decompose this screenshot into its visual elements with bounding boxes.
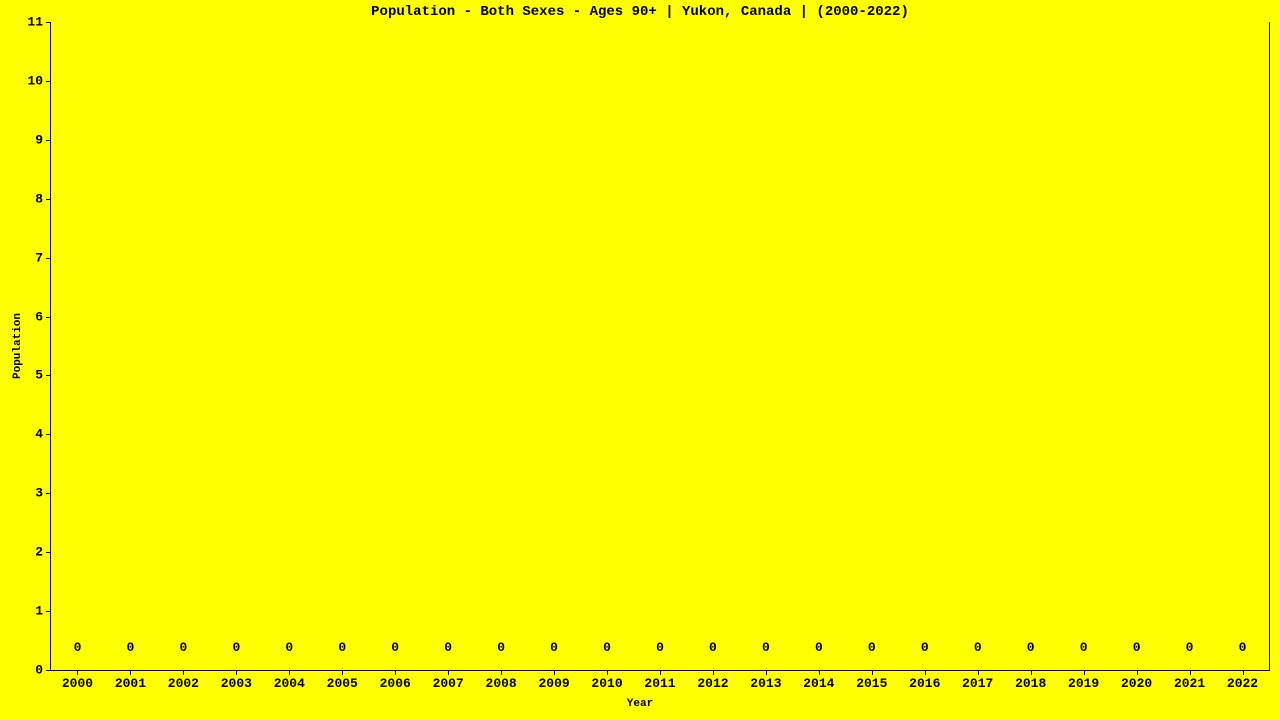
y-tick-label: 7 — [35, 250, 43, 265]
x-tick-mark — [236, 670, 237, 675]
y-tick-label: 6 — [35, 309, 43, 324]
x-tick-label: 2005 — [327, 676, 358, 691]
x-tick-mark — [395, 670, 396, 675]
x-tick-mark — [554, 670, 555, 675]
y-tick-mark — [46, 140, 51, 141]
y-tick-mark — [46, 552, 51, 553]
data-label: 0 — [656, 640, 664, 655]
data-label: 0 — [550, 640, 558, 655]
data-label: 0 — [921, 640, 929, 655]
x-tick-mark — [77, 670, 78, 675]
x-tick-label: 2012 — [697, 676, 728, 691]
data-label: 0 — [815, 640, 823, 655]
data-label: 0 — [391, 640, 399, 655]
data-label: 0 — [762, 640, 770, 655]
x-axis-label: Year — [627, 698, 653, 710]
x-tick-label: 2015 — [856, 676, 887, 691]
data-label: 0 — [497, 640, 505, 655]
x-tick-label: 2017 — [962, 676, 993, 691]
y-tick-mark — [46, 434, 51, 435]
y-tick-label: 9 — [35, 132, 43, 147]
x-tick-label: 2004 — [274, 676, 305, 691]
x-tick-label: 2018 — [1015, 676, 1046, 691]
x-tick-label: 2002 — [168, 676, 199, 691]
y-axis-label: Population — [12, 313, 24, 379]
y-tick-mark — [46, 81, 51, 82]
data-label: 0 — [232, 640, 240, 655]
data-label: 0 — [1186, 640, 1194, 655]
x-tick-mark — [872, 670, 873, 675]
x-tick-mark — [925, 670, 926, 675]
x-tick-label: 2001 — [115, 676, 146, 691]
y-tick-mark — [46, 493, 51, 494]
y-tick-mark — [46, 22, 51, 23]
x-tick-label: 2019 — [1068, 676, 1099, 691]
data-label: 0 — [1027, 640, 1035, 655]
y-tick-label: 4 — [35, 427, 43, 442]
data-label: 0 — [974, 640, 982, 655]
y-tick-mark — [46, 670, 51, 671]
data-label: 0 — [603, 640, 611, 655]
x-tick-label: 2013 — [750, 676, 781, 691]
x-tick-mark — [660, 670, 661, 675]
y-tick-mark — [46, 199, 51, 200]
x-tick-label: 2011 — [644, 676, 675, 691]
x-tick-mark — [289, 670, 290, 675]
data-label: 0 — [1239, 640, 1247, 655]
y-tick-label: 0 — [35, 663, 43, 678]
data-label: 0 — [179, 640, 187, 655]
x-tick-mark — [1190, 670, 1191, 675]
x-tick-mark — [501, 670, 502, 675]
data-label: 0 — [285, 640, 293, 655]
y-tick-label: 1 — [35, 604, 43, 619]
x-tick-mark — [766, 670, 767, 675]
x-tick-label: 2009 — [538, 676, 569, 691]
x-tick-mark — [819, 670, 820, 675]
data-label: 0 — [1080, 640, 1088, 655]
x-tick-label: 2010 — [591, 676, 622, 691]
y-tick-mark — [46, 317, 51, 318]
x-tick-label: 2022 — [1227, 676, 1258, 691]
y-tick-mark — [46, 375, 51, 376]
x-tick-label: 2014 — [803, 676, 834, 691]
x-tick-label: 2006 — [380, 676, 411, 691]
data-label: 0 — [74, 640, 82, 655]
x-tick-label: 2007 — [433, 676, 464, 691]
y-tick-label: 11 — [27, 15, 43, 30]
plot-area: 0123456789101120000200102002020030200402… — [50, 22, 1270, 671]
y-tick-label: 8 — [35, 191, 43, 206]
y-tick-label: 5 — [35, 368, 43, 383]
x-tick-label: 2020 — [1121, 676, 1152, 691]
chart-title: Population - Both Sexes - Ages 90+ | Yuk… — [0, 4, 1280, 20]
y-tick-mark — [46, 611, 51, 612]
data-label: 0 — [444, 640, 452, 655]
y-tick-mark — [46, 258, 51, 259]
x-tick-mark — [1031, 670, 1032, 675]
y-tick-label: 3 — [35, 486, 43, 501]
x-tick-mark — [1243, 670, 1244, 675]
y-tick-label: 2 — [35, 545, 43, 560]
x-tick-label: 2016 — [909, 676, 940, 691]
data-label: 0 — [1133, 640, 1141, 655]
data-label: 0 — [338, 640, 346, 655]
x-tick-mark — [607, 670, 608, 675]
x-tick-label: 2021 — [1174, 676, 1205, 691]
x-tick-label: 2008 — [486, 676, 517, 691]
data-label: 0 — [709, 640, 717, 655]
data-label: 0 — [868, 640, 876, 655]
x-tick-mark — [978, 670, 979, 675]
x-tick-mark — [1084, 670, 1085, 675]
x-tick-mark — [342, 670, 343, 675]
x-tick-mark — [448, 670, 449, 675]
x-tick-mark — [713, 670, 714, 675]
x-tick-label: 2003 — [221, 676, 252, 691]
x-tick-mark — [130, 670, 131, 675]
x-tick-label: 2000 — [62, 676, 93, 691]
x-tick-mark — [1137, 670, 1138, 675]
y-tick-label: 10 — [27, 73, 43, 88]
x-tick-mark — [183, 670, 184, 675]
data-label: 0 — [127, 640, 135, 655]
